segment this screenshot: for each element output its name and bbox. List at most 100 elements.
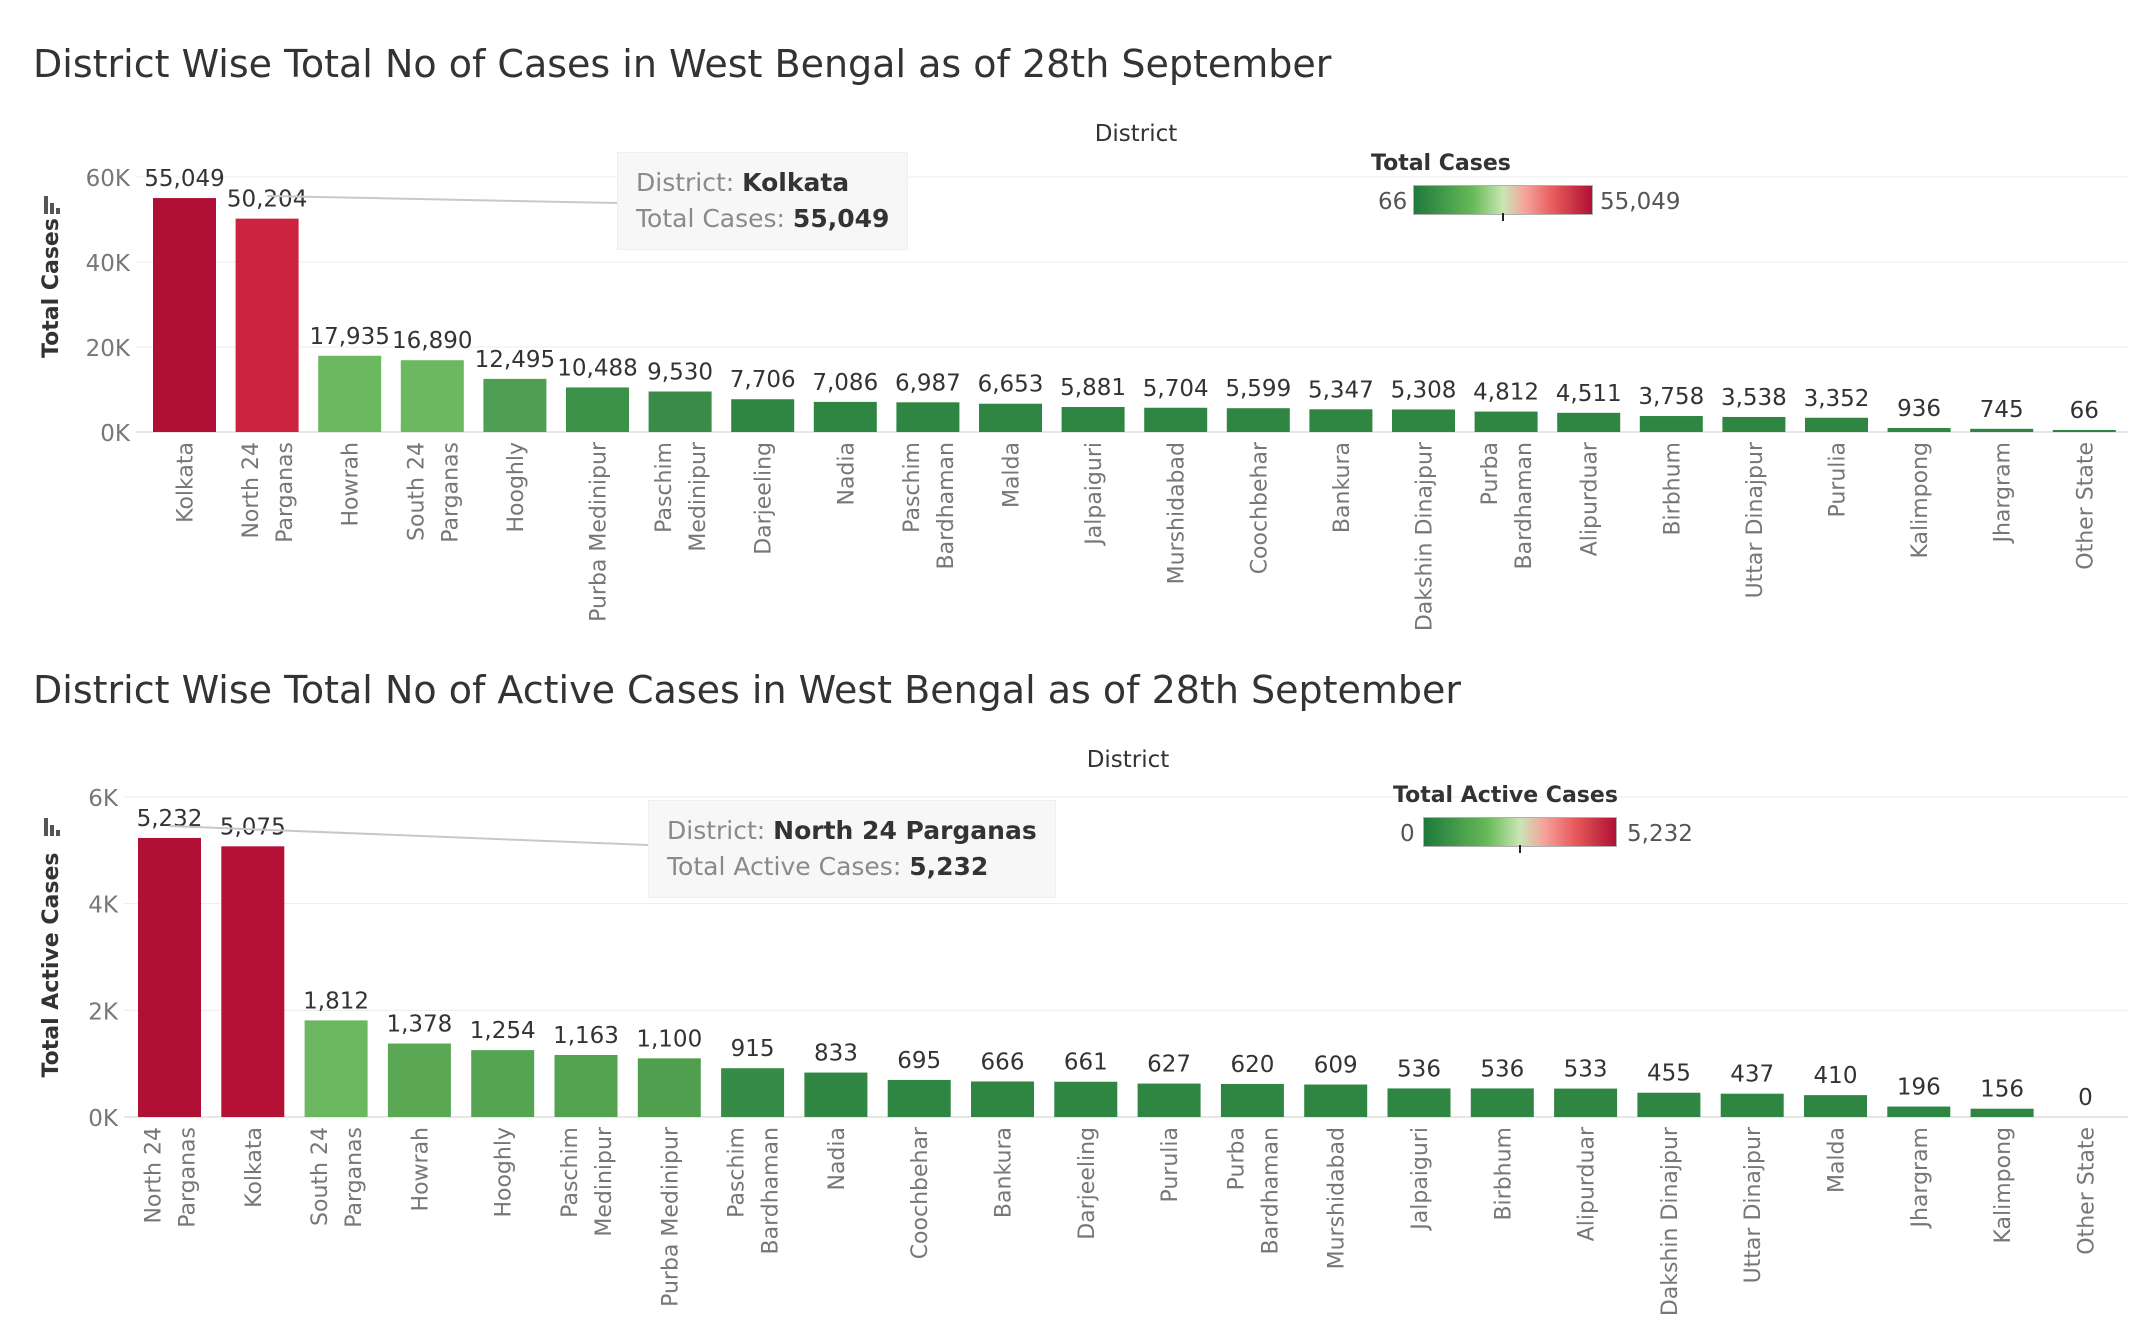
bar [1970, 1108, 2034, 1117]
tooltip-leader-line [267, 195, 618, 204]
category-label: Bankura [992, 1127, 1017, 1218]
category-label: Malda [1825, 1127, 1850, 1193]
bar [1226, 408, 1290, 432]
y-tick-label: 20K [86, 336, 131, 362]
bar [138, 837, 201, 1117]
legend-max-label: 5,232 [1627, 821, 1693, 847]
category-label: Alipurduar [1578, 441, 1603, 556]
legend-marker [1502, 213, 1504, 221]
data-label: 5,599 [1225, 376, 1291, 402]
data-label: 5,347 [1308, 377, 1374, 403]
category-label: Alipurduar [1575, 1126, 1600, 1241]
y-tick-label: 2K [88, 999, 119, 1025]
data-label: 5,075 [220, 814, 286, 840]
category-label: Paschim [652, 442, 677, 533]
bar [304, 1020, 368, 1117]
data-label: 196 [1897, 1075, 1941, 1101]
category-label: South 24 [404, 442, 429, 541]
data-label: 915 [731, 1036, 775, 1062]
bar [1887, 1106, 1951, 1117]
data-label: 833 [814, 1041, 858, 1067]
category-label: Bardhaman [1512, 442, 1537, 569]
bar [1804, 1095, 1867, 1117]
category-label: Jalpaiguri [1082, 442, 1107, 547]
category-label: Purulia [1158, 1127, 1183, 1203]
bar [387, 1043, 451, 1117]
data-label: 1,100 [636, 1026, 702, 1052]
y-tick-label: 40K [86, 251, 131, 277]
bar [1722, 416, 1786, 432]
bar [554, 1054, 618, 1117]
data-label: 17,935 [309, 324, 389, 350]
category-label: Kalimpong [1991, 1127, 2016, 1244]
tooltip-key-district: District: [636, 168, 735, 197]
data-label: 536 [1397, 1056, 1441, 1082]
y-tick-label: 6K [88, 786, 119, 812]
category-label: Birbhum [1491, 1127, 1516, 1221]
data-label: 666 [981, 1049, 1025, 1075]
category-label: Howrah [408, 1127, 433, 1211]
category-label: Nadia [834, 442, 859, 506]
category-label: Jhargram [1991, 442, 2016, 545]
bar-chart-icon [50, 203, 54, 214]
bar-chart-icon [44, 818, 48, 836]
category-label: Nadia [825, 1127, 850, 1191]
bar-chart-icon [50, 825, 54, 836]
bar [1144, 407, 1208, 432]
data-label: 745 [1980, 397, 2024, 423]
data-label: 5,881 [1060, 375, 1126, 401]
data-label: 10,488 [557, 355, 637, 381]
data-label: 5,704 [1143, 376, 1209, 402]
data-label: 695 [897, 1048, 941, 1074]
category-label: Bardhaman [1258, 1127, 1283, 1254]
category-label: Jalpaiguri [1408, 1127, 1433, 1232]
legend-title: Total Active Cases [1393, 783, 1618, 808]
data-label: 7,086 [812, 370, 878, 396]
category-label: Parganas [176, 1127, 201, 1228]
data-label: 1,254 [470, 1018, 536, 1044]
y-tick-label: 4K [88, 893, 119, 919]
bar [318, 355, 382, 432]
data-label: 936 [1897, 396, 1941, 422]
data-label: 9,530 [647, 359, 713, 385]
data-label: 609 [1314, 1053, 1358, 1079]
category-label: Bardhaman [934, 442, 959, 569]
data-label: 50,204 [227, 187, 307, 213]
y-axis-label: Total Cases [39, 218, 64, 358]
bar [1220, 1083, 1284, 1117]
category-label: Purba [1224, 1127, 1249, 1190]
bar [1474, 411, 1538, 432]
data-label: 16,890 [392, 328, 472, 354]
bar [2052, 430, 2116, 432]
y-tick-label: 60K [86, 166, 131, 192]
data-label: 455 [1647, 1061, 1691, 1087]
bar [235, 218, 299, 432]
bar [566, 387, 629, 432]
bar [804, 1072, 868, 1117]
active-cases-chart: District Wise Total No of Active Cases i… [0, 655, 2138, 1336]
data-label: 5,308 [1391, 377, 1457, 403]
data-label: 0 [2078, 1085, 2093, 1111]
category-label: Uttar Dinajpur [1743, 441, 1768, 598]
tooltip-key-district: District: [667, 816, 766, 845]
bar [721, 1068, 785, 1117]
bar [637, 1058, 701, 1117]
category-label: Coochbehar [1247, 441, 1272, 574]
total-cases-plot: 0K 20K 40K 60K District Total Cases 55,049 Kolk… [39, 121, 2128, 631]
bar [1554, 1088, 1618, 1117]
tooltip-key-total: Total Cases: [636, 204, 785, 233]
active-cases-plot: 0K 2K 4K 6K District Total Active Cases 5,232 N… [39, 747, 2128, 1316]
category-label: Purba [1478, 442, 1503, 505]
category-label: Dakshin Dinajpur [1413, 441, 1438, 631]
category-label: Parganas [438, 442, 463, 543]
data-label: 156 [1980, 1077, 2024, 1103]
bar [1470, 1088, 1534, 1117]
bar [1637, 1092, 1701, 1117]
category-label: Uttar Dinajpur [1741, 1126, 1766, 1283]
category-label: Medinipur [686, 441, 711, 552]
bar [813, 401, 877, 432]
data-label: 6,653 [978, 372, 1044, 398]
category-label: Kolkata [242, 1127, 267, 1208]
bar [1805, 417, 1868, 432]
y-tick-label: 0K [100, 421, 131, 447]
